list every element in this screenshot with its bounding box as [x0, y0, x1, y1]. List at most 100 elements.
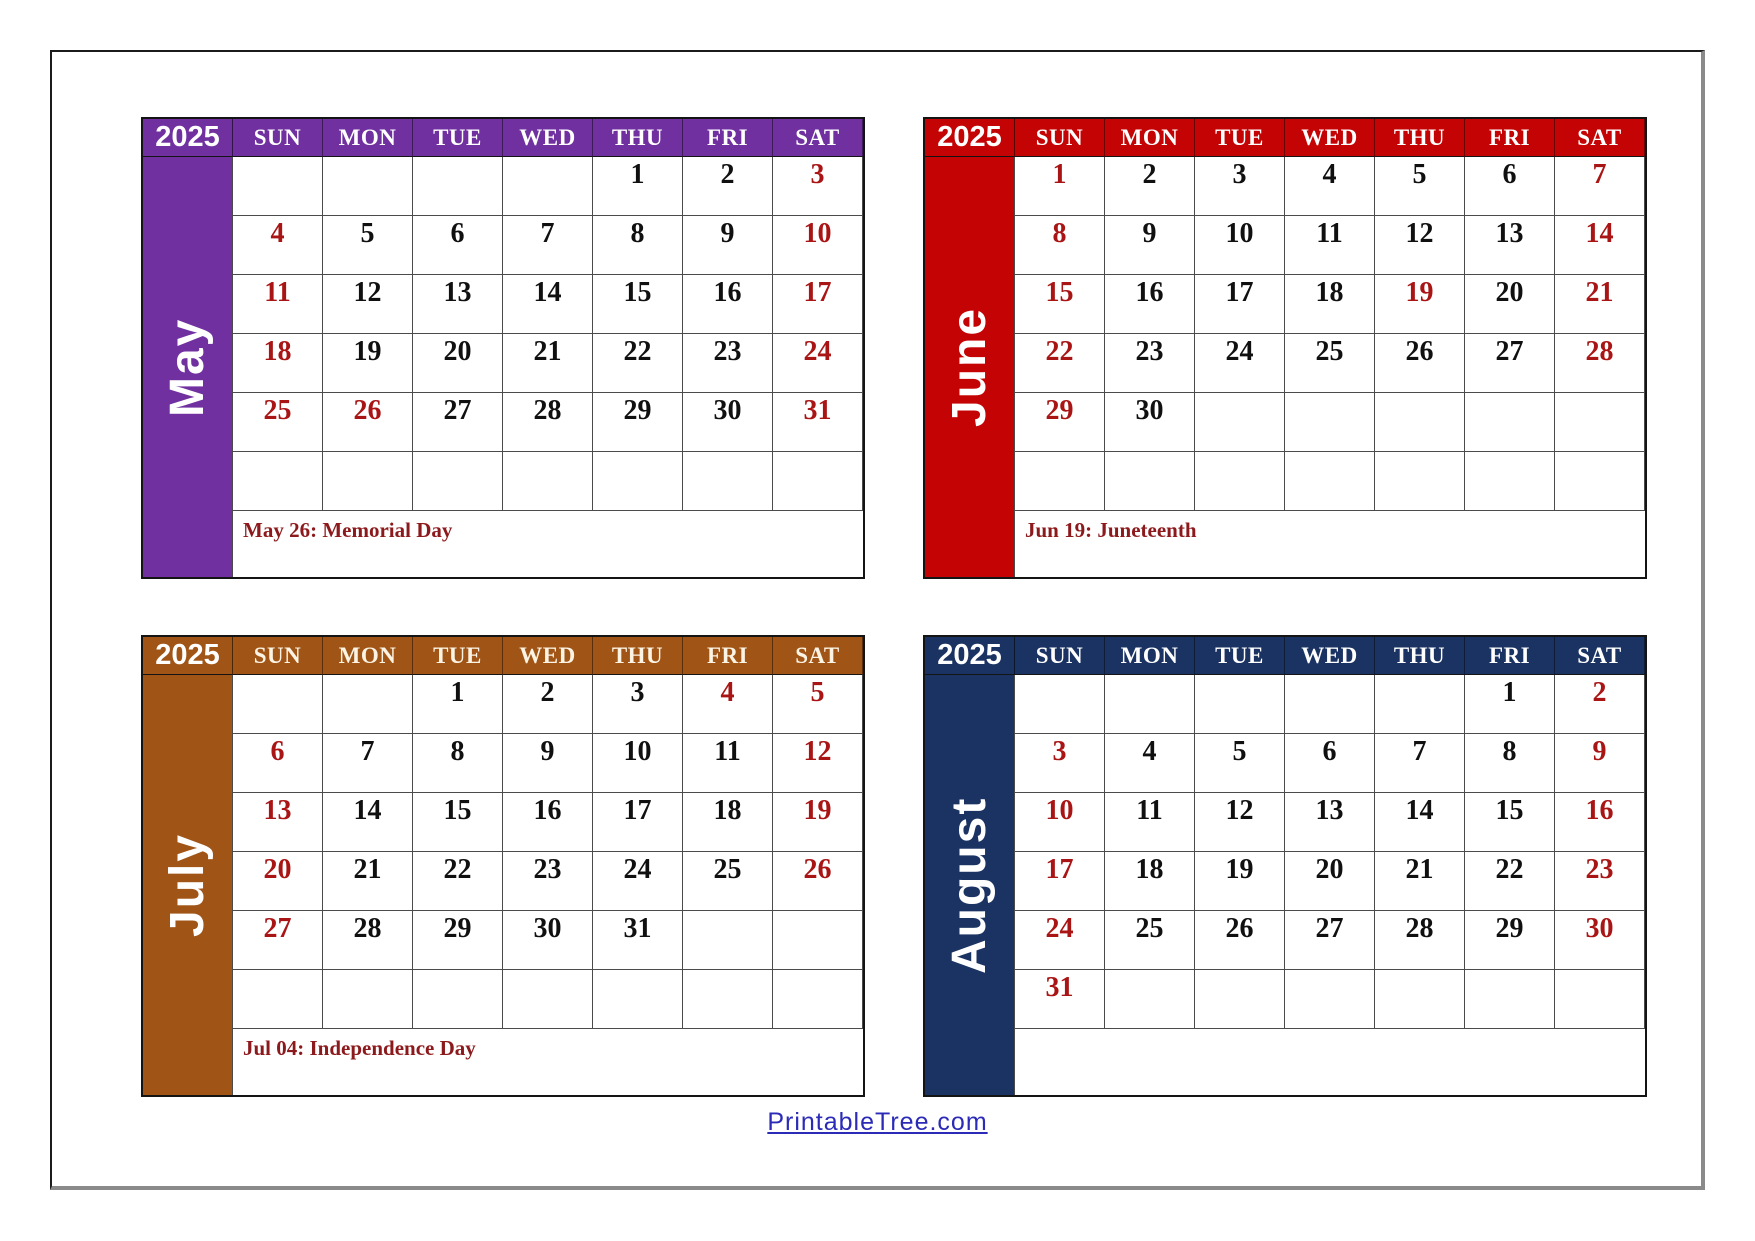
empty-cell	[1195, 452, 1285, 511]
footer-link[interactable]: PrintableTree.com	[767, 1108, 988, 1136]
date-cell: 6	[1285, 734, 1375, 793]
date-cell: 25	[233, 393, 323, 452]
date-cell: 23	[1105, 334, 1195, 393]
date-cell: 23	[1555, 852, 1645, 911]
day-header-tue: TUE	[413, 637, 503, 675]
month-band: May	[143, 157, 233, 577]
date-cell: 8	[1015, 216, 1105, 275]
day-header-thu: THU	[1375, 637, 1465, 675]
date-cell: 29	[593, 393, 683, 452]
date-cell: 18	[1105, 852, 1195, 911]
date-cell: 6	[233, 734, 323, 793]
date-cell: 22	[1465, 852, 1555, 911]
date-cell: 13	[413, 275, 503, 334]
date-cell: 30	[1555, 911, 1645, 970]
empty-cell	[773, 911, 863, 970]
date-cell: 1	[593, 157, 683, 216]
date-cell: 2	[683, 157, 773, 216]
empty-cell	[1105, 970, 1195, 1029]
day-header-wed: WED	[1285, 119, 1375, 157]
date-cell: 29	[1465, 911, 1555, 970]
date-cell: 20	[233, 852, 323, 911]
empty-cell	[323, 970, 413, 1029]
date-cell: 1	[1015, 157, 1105, 216]
date-cell: 27	[1285, 911, 1375, 970]
empty-cell	[503, 452, 593, 511]
empty-cell	[1105, 675, 1195, 734]
date-cell: 10	[593, 734, 683, 793]
date-cell: 3	[773, 157, 863, 216]
page-border	[50, 50, 1705, 1190]
empty-cell	[593, 452, 683, 511]
date-cell: 25	[1105, 911, 1195, 970]
date-cell: 26	[323, 393, 413, 452]
calendar-june: 2025 SUN MON TUE WED THU FRI SAT June 1 2 3 4 5 6 7 8 9 10…	[923, 117, 1647, 579]
empty-cell	[1555, 393, 1645, 452]
day-header-tue: TUE	[1195, 637, 1285, 675]
date-cell: 3	[593, 675, 683, 734]
date-cell: 10	[1195, 216, 1285, 275]
day-header-sat: SAT	[1555, 637, 1645, 675]
empty-cell	[1375, 970, 1465, 1029]
date-cell: 4	[1285, 157, 1375, 216]
date-cell: 7	[1375, 734, 1465, 793]
empty-cell	[233, 970, 323, 1029]
date-cell: 21	[323, 852, 413, 911]
holiday-note	[1015, 1029, 1645, 1095]
empty-cell	[1375, 452, 1465, 511]
date-cell: 5	[1195, 734, 1285, 793]
date-cell: 19	[323, 334, 413, 393]
date-cell: 12	[323, 275, 413, 334]
empty-cell	[1195, 675, 1285, 734]
date-cell: 9	[1555, 734, 1645, 793]
empty-cell	[323, 157, 413, 216]
date-cell: 31	[593, 911, 683, 970]
date-cell: 4	[683, 675, 773, 734]
date-cell: 5	[323, 216, 413, 275]
date-cell: 5	[1375, 157, 1465, 216]
empty-cell	[233, 452, 323, 511]
month-name: August	[943, 796, 996, 974]
date-cell: 19	[1375, 275, 1465, 334]
date-cell: 9	[503, 734, 593, 793]
month-name: May	[161, 317, 214, 417]
day-header-thu: THU	[593, 119, 683, 157]
day-header-mon: MON	[323, 119, 413, 157]
date-cell: 18	[233, 334, 323, 393]
empty-cell	[1375, 675, 1465, 734]
empty-cell	[683, 970, 773, 1029]
day-header-thu: THU	[593, 637, 683, 675]
day-header-thu: THU	[1375, 119, 1465, 157]
date-cell: 10	[773, 216, 863, 275]
empty-cell	[1285, 675, 1375, 734]
date-cell: 11	[1105, 793, 1195, 852]
month-band: August	[925, 675, 1015, 1095]
holiday-note: Jul 04: Independence Day	[233, 1029, 863, 1095]
date-cell: 10	[1015, 793, 1105, 852]
date-cell: 7	[503, 216, 593, 275]
date-cell: 13	[233, 793, 323, 852]
day-header-wed: WED	[503, 637, 593, 675]
empty-cell	[1015, 452, 1105, 511]
day-header-sun: SUN	[233, 637, 323, 675]
day-header-fri: FRI	[683, 637, 773, 675]
date-cell: 18	[1285, 275, 1375, 334]
date-cell: 8	[413, 734, 503, 793]
day-header-fri: FRI	[1465, 637, 1555, 675]
empty-cell	[683, 911, 773, 970]
date-cell: 7	[323, 734, 413, 793]
date-cell: 11	[233, 275, 323, 334]
date-cell: 14	[1375, 793, 1465, 852]
date-cell: 2	[1555, 675, 1645, 734]
date-cell: 1	[1465, 675, 1555, 734]
empty-cell	[503, 157, 593, 216]
date-cell: 17	[1195, 275, 1285, 334]
month-name: June	[943, 306, 996, 428]
date-cell: 2	[1105, 157, 1195, 216]
empty-cell	[1555, 452, 1645, 511]
empty-cell	[1285, 452, 1375, 511]
date-cell: 14	[323, 793, 413, 852]
date-cell: 1	[413, 675, 503, 734]
date-cell: 28	[1375, 911, 1465, 970]
